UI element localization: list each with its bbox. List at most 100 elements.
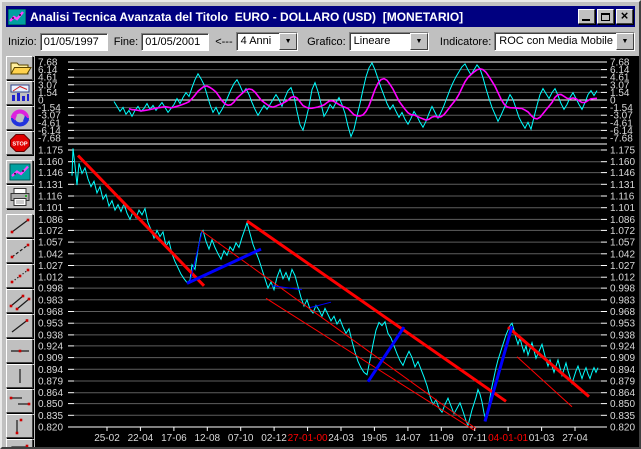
svg-text:0.968: 0.968 bbox=[610, 307, 635, 318]
trendline-dashed-button[interactable] bbox=[6, 239, 33, 263]
annotation-minor-blue-1[interactable] bbox=[271, 285, 303, 291]
svg-text:0.909: 0.909 bbox=[38, 353, 63, 364]
annotation-rally-blue-1[interactable] bbox=[189, 231, 203, 283]
svg-text:0.938: 0.938 bbox=[610, 330, 635, 341]
svg-text:0.998: 0.998 bbox=[610, 284, 635, 295]
app-icon[interactable] bbox=[7, 8, 27, 25]
annotation-rally-blue-2[interactable] bbox=[366, 326, 406, 383]
svg-text:0.820: 0.820 bbox=[38, 423, 63, 434]
horizontal-line-button[interactable] bbox=[6, 339, 33, 363]
annotation-minor-blue-2[interactable] bbox=[309, 301, 332, 309]
grafico-combo[interactable]: Lineare ▼ bbox=[348, 32, 429, 51]
parallel-lines-button[interactable] bbox=[6, 289, 33, 313]
statistics-icon bbox=[8, 83, 32, 103]
svg-text:14-07: 14-07 bbox=[395, 433, 421, 444]
svg-text:1.160: 1.160 bbox=[38, 157, 63, 168]
svg-text:1.042: 1.042 bbox=[610, 249, 635, 260]
rectangle-button[interactable] bbox=[6, 439, 33, 447]
svg-text:1.027: 1.027 bbox=[610, 261, 635, 272]
chart-view-button[interactable] bbox=[6, 160, 33, 184]
range-arrow-label: <--- bbox=[215, 35, 233, 48]
indicatore-value: ROC con Media Mobile bbox=[499, 35, 613, 47]
svg-text:0.835: 0.835 bbox=[610, 411, 635, 422]
svg-text:27-01-00: 27-01-00 bbox=[288, 433, 328, 444]
svg-text:4.61: 4.61 bbox=[610, 73, 630, 84]
trendline-dotted-button[interactable] bbox=[6, 264, 33, 288]
svg-text:0.968: 0.968 bbox=[38, 307, 63, 318]
svg-text:0.953: 0.953 bbox=[610, 319, 635, 330]
svg-text:02-12: 02-12 bbox=[261, 433, 287, 444]
svg-text:1.146: 1.146 bbox=[610, 168, 635, 179]
fine-label: Fine: bbox=[113, 35, 139, 48]
svg-text:07-10: 07-10 bbox=[228, 433, 254, 444]
refresh-button[interactable] bbox=[6, 106, 33, 130]
svg-text:1.131: 1.131 bbox=[38, 180, 63, 191]
svg-text:7.68: 7.68 bbox=[610, 58, 630, 69]
annotation-channel-thin-1[interactable] bbox=[200, 229, 477, 430]
ray-button[interactable] bbox=[6, 314, 33, 338]
svg-text:-1.54: -1.54 bbox=[38, 103, 61, 114]
svg-text:0.879: 0.879 bbox=[610, 377, 635, 388]
svg-text:0.998: 0.998 bbox=[38, 284, 63, 295]
svg-text:0.864: 0.864 bbox=[38, 388, 63, 399]
print-icon bbox=[8, 187, 32, 207]
indicatore-combo[interactable]: ROC con Media Mobile ▼ bbox=[494, 32, 635, 51]
svg-text:01-03: 01-03 bbox=[529, 433, 555, 444]
svg-text:3.07: 3.07 bbox=[610, 80, 630, 91]
svg-text:0.983: 0.983 bbox=[610, 295, 635, 306]
svg-text:1.086: 1.086 bbox=[610, 215, 635, 226]
period-value: 4 Anni bbox=[240, 35, 272, 47]
trendline-button[interactable] bbox=[6, 214, 33, 238]
annotation-trendline-down-1[interactable] bbox=[76, 154, 206, 287]
svg-text:7.68: 7.68 bbox=[38, 58, 58, 69]
trendline-dashed-icon bbox=[8, 241, 32, 261]
dropdown-arrow-icon[interactable]: ▼ bbox=[616, 33, 634, 50]
vertical-line-button[interactable] bbox=[6, 364, 33, 388]
dropdown-arrow-icon[interactable]: ▼ bbox=[409, 33, 428, 50]
svg-text:0: 0 bbox=[610, 96, 616, 107]
price-levels-icon bbox=[8, 391, 32, 411]
maximize-icon bbox=[601, 12, 610, 21]
minimize-button[interactable] bbox=[578, 9, 595, 24]
close-icon: × bbox=[620, 8, 629, 23]
svg-text:-3.07: -3.07 bbox=[610, 111, 633, 122]
svg-text:1.101: 1.101 bbox=[38, 203, 63, 214]
svg-text:24-03: 24-03 bbox=[328, 433, 354, 444]
title-bar[interactable]: Analisi Tecnica Avanzata del Titolo EURO… bbox=[6, 6, 635, 27]
roc-ma-line bbox=[128, 67, 598, 121]
maximize-button[interactable] bbox=[597, 9, 614, 24]
inizio-field[interactable] bbox=[39, 32, 108, 51]
annotation-channel-thin-2[interactable] bbox=[265, 297, 475, 431]
fine-field[interactable] bbox=[141, 32, 210, 51]
chart-panel[interactable]: 7.68 7.68 6.14 6.14 4.61 4.61 3.07 3.07 1.54 1.54… bbox=[35, 56, 641, 449]
svg-text:1.012: 1.012 bbox=[610, 273, 635, 284]
open-file-button[interactable] bbox=[6, 56, 33, 80]
annotation-channel-thin-3[interactable] bbox=[516, 356, 573, 408]
annotation-support-blue-1[interactable] bbox=[186, 247, 262, 285]
svg-text:19-05: 19-05 bbox=[362, 433, 388, 444]
statistics-button[interactable] bbox=[6, 81, 33, 105]
period-combo[interactable]: 4 Anni ▼ bbox=[235, 32, 299, 51]
annotation-rally-blue-3[interactable] bbox=[483, 325, 514, 422]
inizio-label: Inizio: bbox=[8, 35, 37, 48]
stop-button[interactable]: STOP bbox=[6, 131, 33, 155]
svg-text:0.850: 0.850 bbox=[38, 399, 63, 410]
close-button[interactable]: × bbox=[616, 9, 633, 24]
svg-text:-7.68: -7.68 bbox=[38, 134, 61, 145]
svg-text:-3.07: -3.07 bbox=[38, 111, 61, 122]
svg-text:0: 0 bbox=[38, 96, 44, 107]
trendline-icon bbox=[8, 216, 32, 236]
price-levels-button[interactable] bbox=[6, 389, 33, 413]
svg-text:6.14: 6.14 bbox=[38, 65, 58, 76]
print-button[interactable] bbox=[6, 185, 33, 209]
chart-canvas[interactable]: 7.68 7.686.14 6.144.61 4.613.07 3.071.54 1.54… bbox=[35, 56, 641, 449]
annotation-trendline-down-2[interactable] bbox=[246, 219, 507, 403]
vertical-marker-button[interactable] bbox=[6, 414, 33, 438]
svg-text:22-04: 22-04 bbox=[128, 433, 154, 444]
dropdown-arrow-icon[interactable]: ▼ bbox=[279, 33, 298, 50]
annotation-trendline-down-3[interactable] bbox=[507, 325, 590, 398]
chart-view-icon bbox=[8, 162, 32, 182]
svg-text:0.894: 0.894 bbox=[610, 365, 635, 376]
ray-icon bbox=[8, 316, 32, 336]
